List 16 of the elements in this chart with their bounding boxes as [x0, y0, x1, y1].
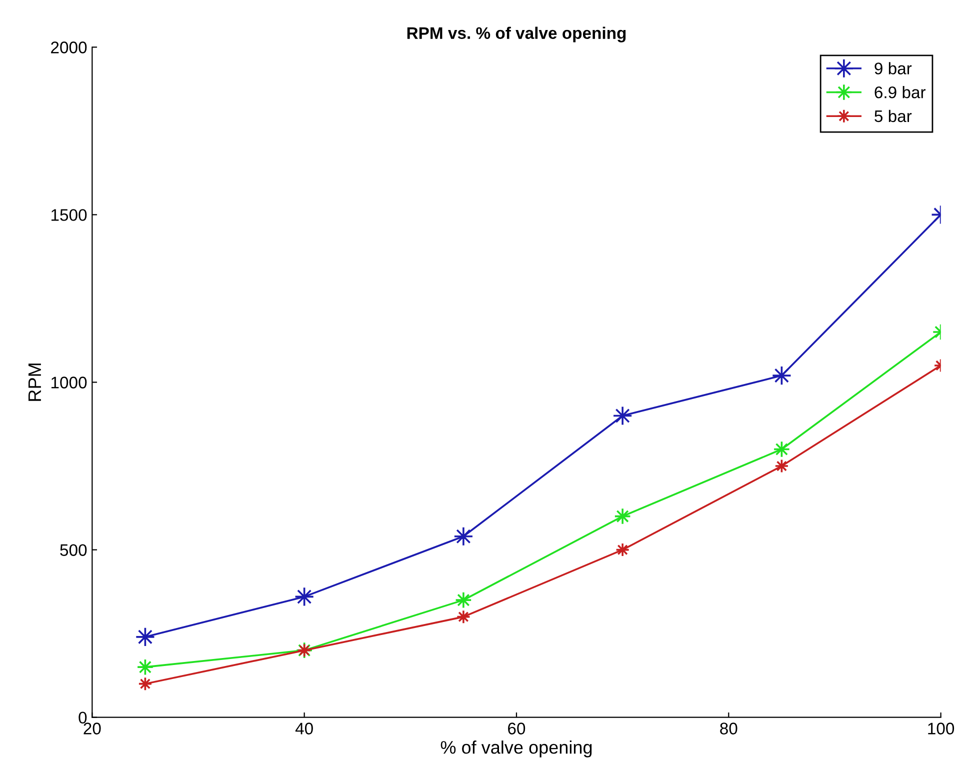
chart-title: RPM vs. % of valve opening — [407, 26, 626, 42]
y-tick-label: 1500 — [51, 209, 87, 221]
legend-label: 5 bar — [874, 110, 912, 122]
y-tick-label: 0 — [78, 712, 87, 724]
y-axis-title: RPM — [28, 364, 41, 401]
x-tick-label: 60 — [508, 722, 526, 734]
y-tick-label: 2000 — [51, 42, 87, 54]
y-tick-label: 1000 — [51, 376, 87, 388]
x-tick-label: 80 — [720, 722, 738, 734]
legend-label: 6.9 bar — [874, 86, 926, 98]
x-tick-label: 100 — [928, 722, 954, 734]
y-tick-label: 500 — [60, 544, 87, 556]
legend-label: 9 bar — [874, 62, 912, 74]
x-tick-label: 20 — [84, 722, 101, 734]
x-axis-title: % of valve opening — [440, 740, 592, 758]
x-tick-label: 40 — [295, 722, 313, 734]
